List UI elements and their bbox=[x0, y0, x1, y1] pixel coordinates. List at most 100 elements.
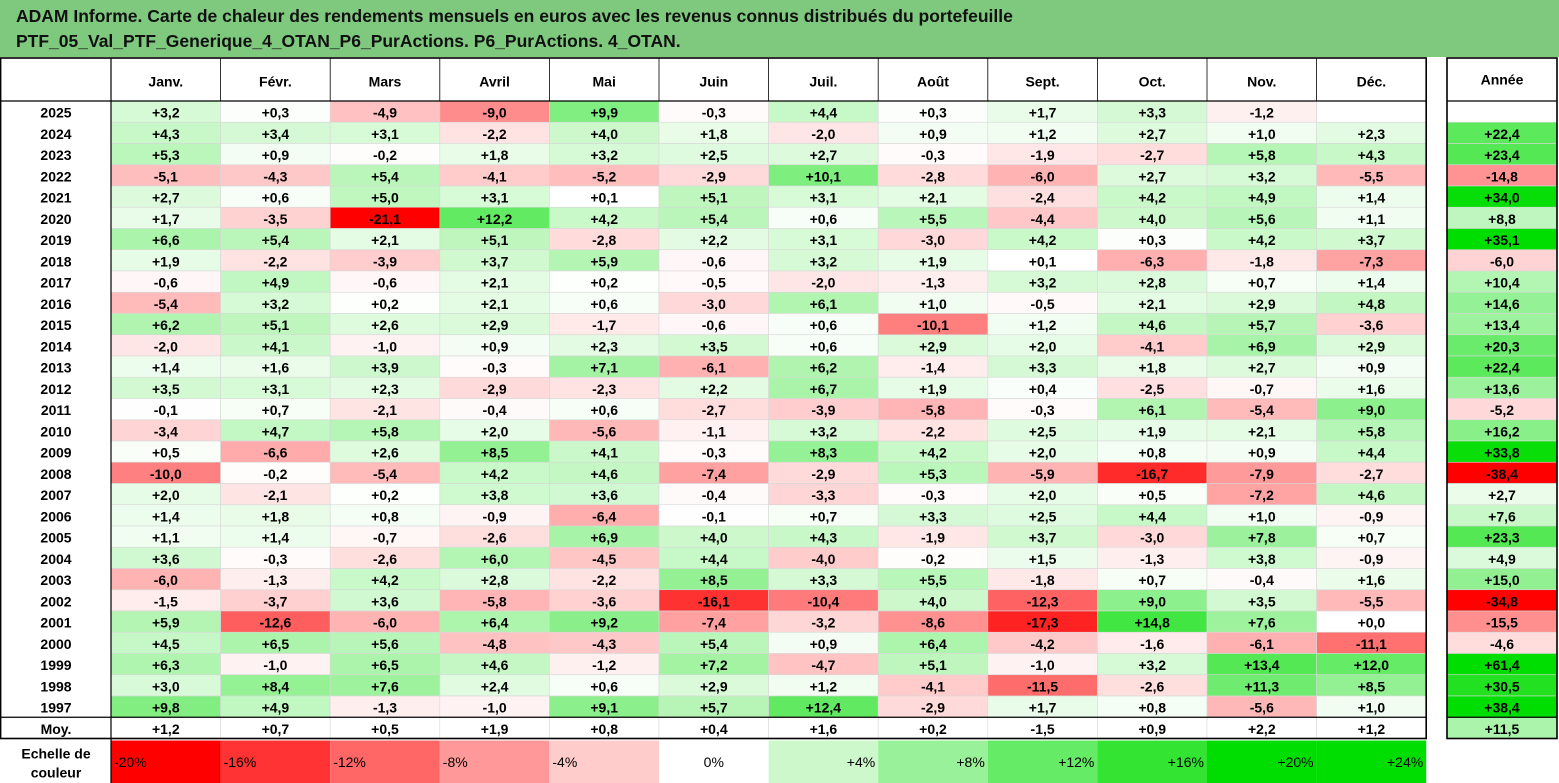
row-2020-value: +1,1 bbox=[1358, 211, 1386, 227]
row-2002-value: -3,7 bbox=[263, 593, 287, 609]
row-2021-value: +3,1 bbox=[810, 190, 838, 206]
month-header-6: Juil. bbox=[809, 74, 837, 90]
row-2004-value: -2,6 bbox=[373, 551, 397, 567]
row-2015-year-value: +13,4 bbox=[1484, 317, 1520, 333]
average-value: +0,5 bbox=[371, 721, 399, 737]
row-2017-label: 2017 bbox=[40, 275, 71, 291]
month-header-10: Nov. bbox=[1247, 74, 1276, 90]
row-2000-value: +4,5 bbox=[152, 636, 180, 652]
scale-swatch bbox=[659, 740, 769, 783]
row-2008-value: +4,6 bbox=[590, 466, 618, 482]
report-title: ADAM Informe. Carte de chaleur des rende… bbox=[0, 0, 1559, 57]
row-2023-year-value: +23,4 bbox=[1484, 147, 1520, 163]
row-2022-label: 2022 bbox=[40, 168, 71, 184]
row-2022-value: +3,2 bbox=[1248, 168, 1276, 184]
row-2007-value: -3,3 bbox=[811, 487, 835, 503]
row-2000-value: -6,1 bbox=[1250, 636, 1274, 652]
row-2022-year-value: -14,8 bbox=[1486, 168, 1518, 184]
row-2015-value: +0,6 bbox=[810, 317, 838, 333]
row-1999-value: -1,2 bbox=[592, 657, 616, 673]
row-2025-value: +0,3 bbox=[919, 105, 947, 121]
row-2025-year-cell bbox=[1446, 100, 1558, 123]
row-2001-value: -3,2 bbox=[811, 615, 835, 631]
row-2011-value: -5,4 bbox=[1250, 402, 1274, 418]
row-1997-value: +9,8 bbox=[152, 700, 180, 716]
row-2011-value: -2,7 bbox=[702, 402, 726, 418]
row-2010-label: 2010 bbox=[40, 423, 71, 439]
row-2023-value: +4,3 bbox=[1358, 147, 1386, 163]
row-1998-year-value: +30,5 bbox=[1484, 678, 1520, 694]
month-header-3: Avril bbox=[479, 74, 510, 90]
row-2024-value: +4,3 bbox=[152, 126, 180, 142]
row-2022-value: +2,7 bbox=[1138, 168, 1166, 184]
row-1998-value: -11,5 bbox=[1027, 678, 1058, 694]
row-2007-value: +4,6 bbox=[1358, 487, 1386, 503]
row-2018-value: -0,6 bbox=[702, 253, 726, 269]
row-2000-value: -4,2 bbox=[1031, 636, 1055, 652]
row-1997-label: 1997 bbox=[40, 700, 71, 716]
row-2000-value: -4,8 bbox=[483, 636, 507, 652]
row-1999-label: 1999 bbox=[40, 657, 71, 673]
row-2011-value: +6,1 bbox=[1138, 402, 1166, 418]
row-2011-label: 2011 bbox=[41, 402, 72, 418]
row-2008-label: 2008 bbox=[40, 466, 71, 482]
row-2007-year-value: +2,7 bbox=[1488, 487, 1516, 503]
row-2001-value: +7,6 bbox=[1248, 615, 1276, 631]
row-1997-value: +9,1 bbox=[590, 700, 618, 716]
row-2015-value: -3,6 bbox=[1359, 317, 1383, 333]
row-1997-value: -5,6 bbox=[1250, 700, 1274, 716]
row-2008-value: -2,9 bbox=[811, 466, 835, 482]
row-2005-value: -1,9 bbox=[921, 530, 945, 546]
row-2013-label: 2013 bbox=[40, 360, 71, 376]
row-2006-value: -0,1 bbox=[702, 508, 726, 524]
scale-swatch bbox=[111, 740, 221, 783]
row-2017-value: -2,0 bbox=[811, 275, 835, 291]
row-2003-value: -1,8 bbox=[1031, 572, 1055, 588]
row-2012-value: -0,7 bbox=[1250, 381, 1274, 397]
month-header-4: Mai bbox=[593, 74, 616, 90]
row-2007-value: +3,8 bbox=[481, 487, 509, 503]
row-2017-value: +0,2 bbox=[590, 275, 618, 291]
row-2021-value: -2,4 bbox=[1031, 190, 1055, 206]
scale-step-label: -20% bbox=[114, 754, 147, 770]
row-2001-value: -8,6 bbox=[921, 615, 945, 631]
month-header-5: Juin bbox=[699, 74, 728, 90]
row-2022-value: -4,3 bbox=[263, 168, 287, 184]
row-2009-label: 2009 bbox=[40, 445, 71, 461]
row-2014-value: +3,5 bbox=[700, 338, 728, 354]
row-2001-label: 2001 bbox=[40, 615, 71, 631]
row-2016-value: -5,4 bbox=[154, 296, 178, 312]
row-2017-value: +3,2 bbox=[1029, 275, 1057, 291]
row-2014-value: +6,9 bbox=[1248, 338, 1276, 354]
row-2011-value: -5,8 bbox=[921, 402, 945, 418]
row-2021-value: +4,2 bbox=[1138, 190, 1166, 206]
row-2017-value: +2,1 bbox=[481, 275, 509, 291]
scale-step-label: 0% bbox=[704, 754, 724, 770]
row-2011-value: +9,0 bbox=[1358, 402, 1386, 418]
row-2017-value: -1,3 bbox=[921, 275, 945, 291]
row-2007-value: +2,0 bbox=[1029, 487, 1057, 503]
row-1998-value: +8,4 bbox=[262, 678, 290, 694]
row-1999-value: -4,7 bbox=[811, 657, 835, 673]
row-2016-value: +2,1 bbox=[481, 296, 509, 312]
row-2004-value: +3,6 bbox=[152, 551, 180, 567]
row-2020-value: -4,4 bbox=[1031, 211, 1055, 227]
row-2019-value: +5,1 bbox=[481, 232, 509, 248]
row-2012-value: -2,9 bbox=[483, 381, 507, 397]
row-2012-value: -2,3 bbox=[592, 381, 616, 397]
row-2020-value: +4,0 bbox=[1138, 211, 1166, 227]
row-2001-value: +0,0 bbox=[1358, 615, 1386, 631]
row-2009-value: +4,1 bbox=[590, 445, 618, 461]
row-2021-value: +5,0 bbox=[371, 190, 399, 206]
row-2004-value: +1,5 bbox=[1029, 551, 1057, 567]
scale-swatch bbox=[1316, 740, 1427, 783]
row-2004-value: +6,0 bbox=[481, 551, 509, 567]
row-2003-label: 2003 bbox=[40, 572, 71, 588]
row-2010-year-value: +16,2 bbox=[1484, 423, 1520, 439]
row-2022-value: -5,5 bbox=[1359, 168, 1383, 184]
row-2004-value: -0,9 bbox=[1359, 551, 1383, 567]
row-1999-value: +5,1 bbox=[919, 657, 947, 673]
row-2024-value: +1,0 bbox=[1248, 126, 1276, 142]
row-2002-label: 2002 bbox=[40, 593, 71, 609]
row-2016-value: +3,2 bbox=[262, 296, 290, 312]
